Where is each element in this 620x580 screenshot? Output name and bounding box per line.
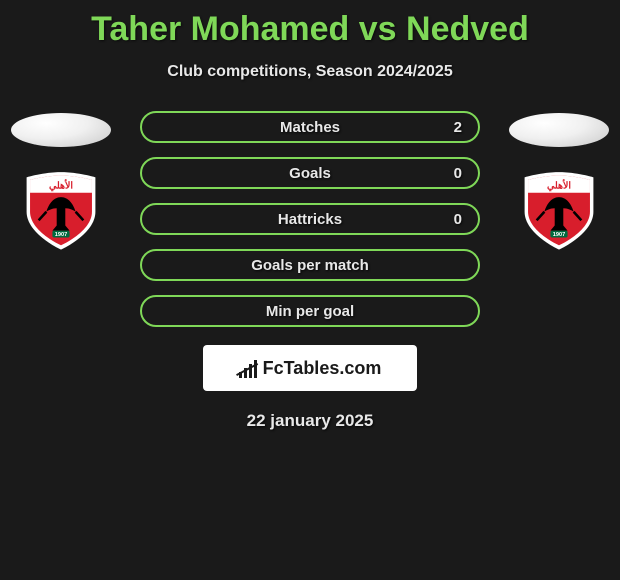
player-left-column: الأهلي 1907: [6, 111, 116, 253]
club-badge-left: الأهلي 1907: [18, 167, 104, 253]
svg-text:الأهلي: الأهلي: [49, 180, 73, 192]
stat-label: Matches: [280, 119, 340, 136]
stat-row-goals-per-match: Goals per match: [140, 249, 480, 281]
club-badge-right: الأهلي 1907: [516, 167, 602, 253]
svg-text:1907: 1907: [553, 232, 565, 238]
date-label: 22 january 2025: [0, 411, 620, 431]
stat-row-hattricks: Hattricks 0: [140, 203, 480, 235]
comparison-content: الأهلي 1907 الأهلي 1907 Matches 2: [0, 111, 620, 431]
player-right-avatar: [509, 113, 609, 147]
player-left-avatar: [11, 113, 111, 147]
stat-label: Min per goal: [266, 303, 354, 320]
stat-label: Hattricks: [278, 211, 342, 228]
svg-text:1907: 1907: [55, 232, 67, 238]
stat-right-value: 0: [454, 211, 462, 228]
stat-right-value: 0: [454, 165, 462, 182]
logo-chart-icon: [239, 358, 257, 378]
stat-row-matches: Matches 2: [140, 111, 480, 143]
stat-row-goals: Goals 0: [140, 157, 480, 189]
stats-list: Matches 2 Goals 0 Hattricks 0 Goals per …: [140, 111, 480, 327]
stat-row-min-per-goal: Min per goal: [140, 295, 480, 327]
stat-label: Goals per match: [251, 257, 369, 274]
player-right-column: الأهلي 1907: [504, 111, 614, 253]
stat-right-value: 2: [454, 119, 462, 136]
stat-label: Goals: [289, 165, 331, 182]
logo-text: FcTables.com: [263, 358, 382, 379]
fctables-logo: FcTables.com: [203, 345, 417, 391]
page-subtitle: Club competitions, Season 2024/2025: [0, 63, 620, 81]
svg-text:الأهلي: الأهلي: [547, 180, 571, 192]
page-title: Taher Mohamed vs Nedved: [0, 0, 620, 49]
